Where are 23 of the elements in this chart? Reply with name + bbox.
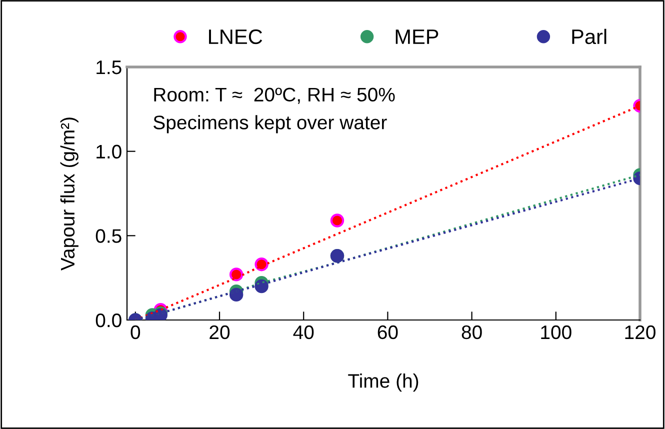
legend-label: Parl: [572, 28, 606, 44]
legend-label: MEP: [396, 30, 438, 44]
legend-label: LNEC: [209, 29, 262, 44]
x-tick-label: 40: [293, 325, 314, 340]
annotation: Room: T ≈ 20ºC, RH ≈ 50%: [154, 88, 395, 104]
y-tick-label: 0.0: [96, 313, 122, 328]
y-tick-label: 1.0: [96, 144, 122, 159]
x-tick-label: 100: [541, 325, 572, 340]
point: [254, 279, 268, 294]
point: [254, 257, 268, 272]
point: [229, 288, 244, 302]
x-tick-label: 0: [130, 325, 140, 340]
x-axis-title: Time (h): [348, 374, 418, 392]
x-tick-label: 20: [210, 325, 230, 340]
y-tick-label: 1.5: [96, 60, 122, 74]
annotation: Specimens kept over water: [154, 115, 387, 134]
x-tick-label: 80: [462, 325, 482, 340]
y-tick-label: 0.5: [96, 229, 122, 243]
x-tick-label: 60: [378, 325, 398, 340]
point: [229, 268, 244, 282]
x-tick-label: 120: [625, 325, 656, 340]
point: [330, 214, 344, 228]
y-axis-title: Vapour flux (g/m²): [60, 118, 78, 270]
